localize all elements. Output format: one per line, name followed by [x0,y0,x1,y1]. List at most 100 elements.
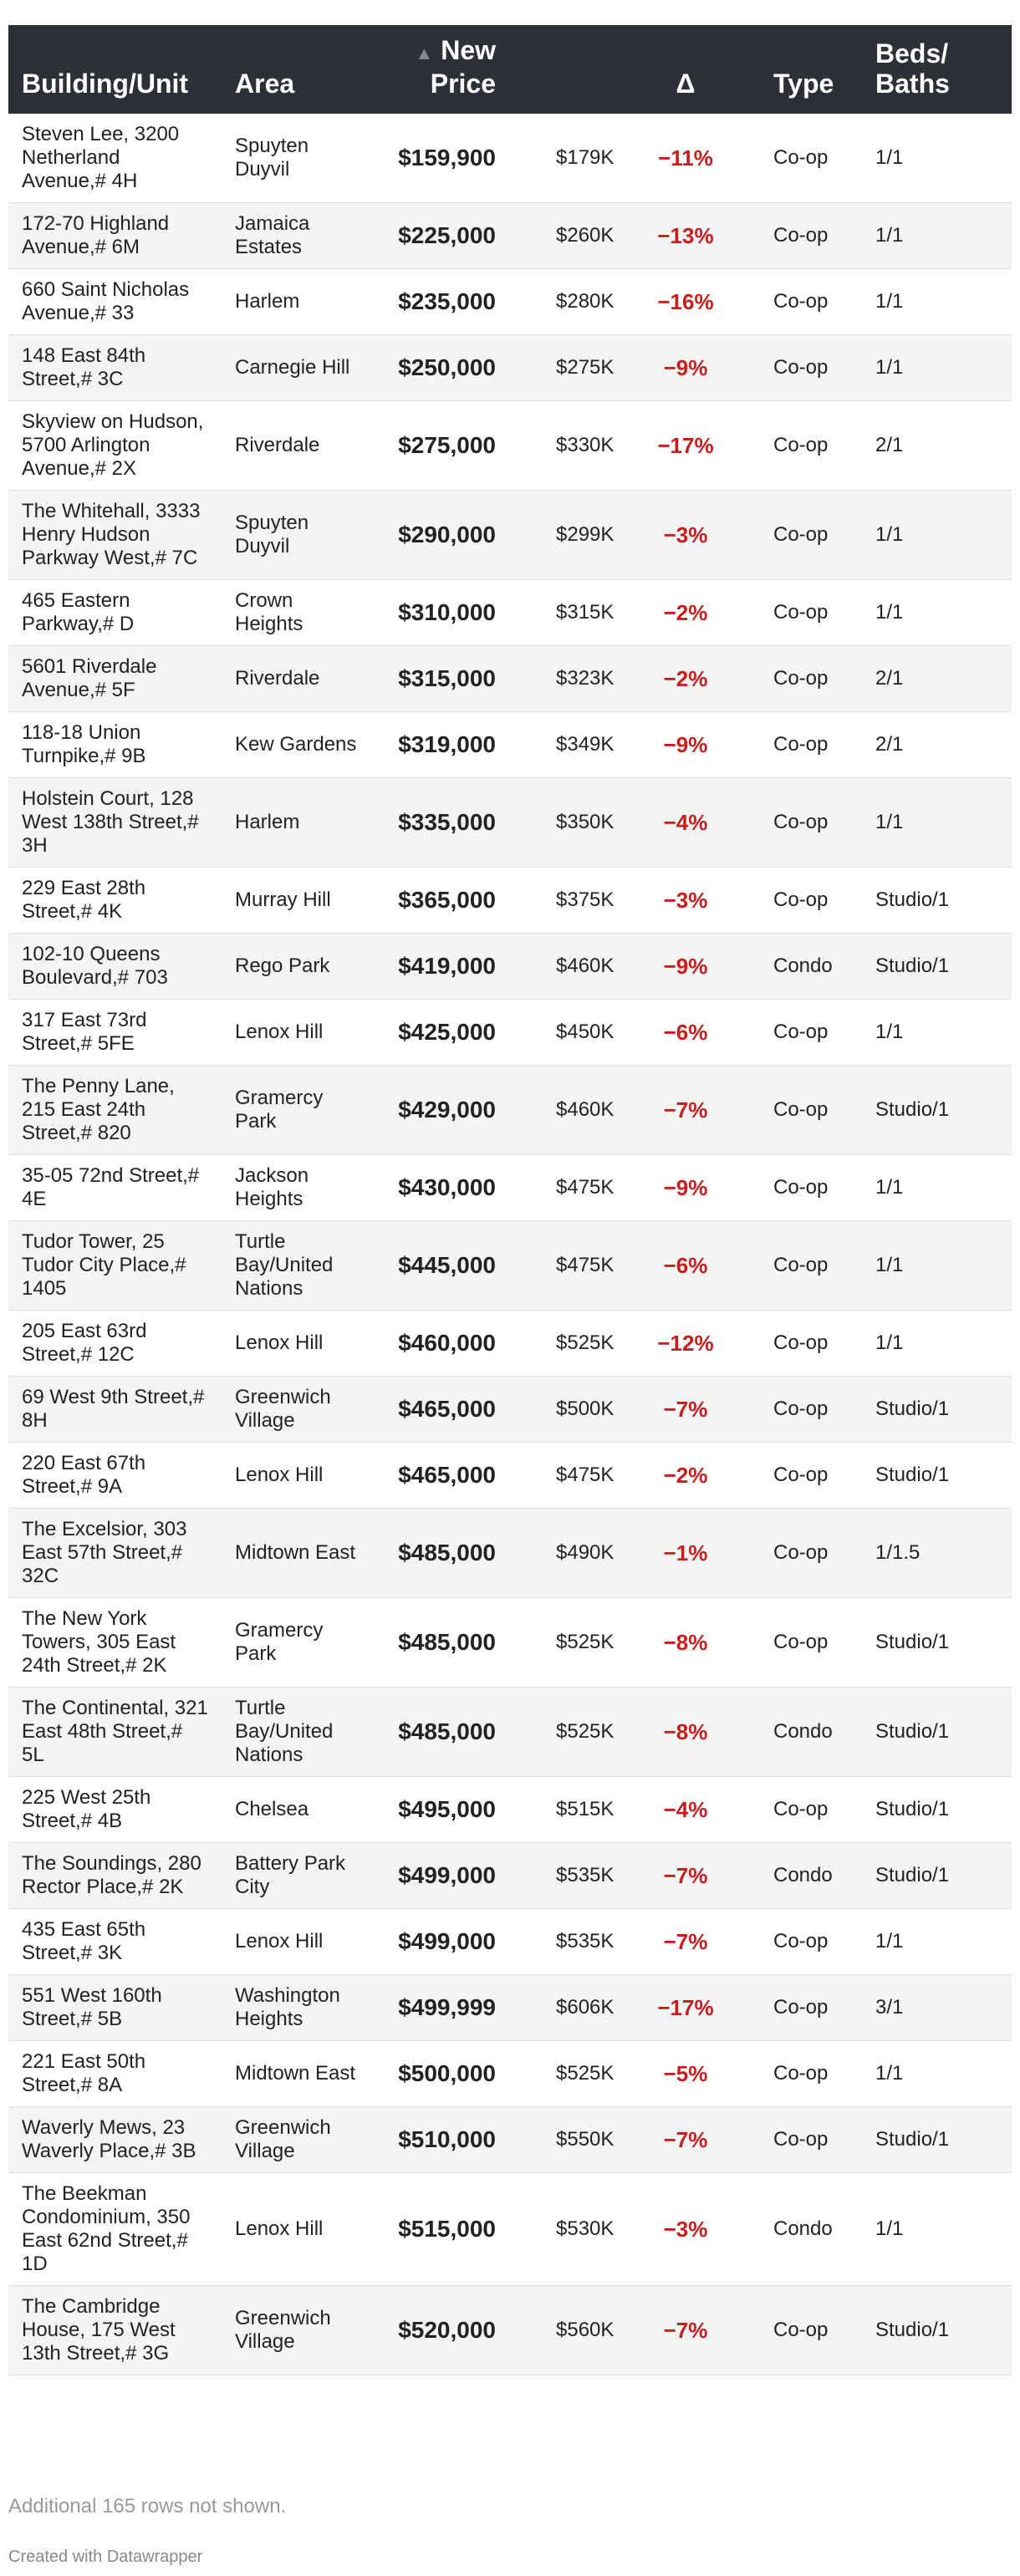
beds-baths: 1/1 [857,999,1012,1066]
column-header[interactable]: Type [732,25,857,114]
building-unit: Skyview on Hudson, 5700 Arlington Avenue… [8,400,222,491]
building-unit: 148 East 84th Street,# 3C [8,334,222,401]
new-price: $365,000 [380,867,506,934]
table-row: 225 West 25th Street,# 4B Chelsea $495,000… [8,1776,1012,1843]
building-unit: 317 East 73rd Street,# 5FE [8,999,222,1066]
price-change: −8% [640,1687,732,1777]
table-row: 465 Eastern Parkway,# D Crown Heights $310… [8,579,1012,646]
area: Battery Park City [222,1842,380,1909]
old-price: $450K [506,999,640,1066]
type: Co-op [732,400,857,491]
table-row: The Whitehall, 3333 Henry Hudson Parkway… [8,490,1012,580]
beds-baths: Studio/1 [857,1776,1012,1843]
building-unit: 118-18 Union Turnpike,# 9B [8,711,222,778]
new-price: $235,000 [380,268,506,335]
building-unit: 465 Eastern Parkway,# D [8,579,222,646]
new-price: $250,000 [380,334,506,401]
column-header[interactable]: Building/Unit [8,25,222,114]
area: Washington Heights [222,1974,380,2041]
area: Lenox Hill [222,1442,380,1509]
type: Co-op [732,1220,857,1311]
sort-indicator: ▲ [415,43,434,64]
price-change: −7% [640,1376,732,1443]
beds-baths: Studio/1 [857,1376,1012,1443]
area: Gramercy Park [222,1065,380,1155]
type: Co-op [732,1597,857,1688]
old-price: $275K [506,334,640,401]
table-row: The New York Towers, 305 East 24th Stree… [8,1597,1012,1688]
header-text: New Price [430,35,496,99]
column-header[interactable] [506,25,640,114]
area: Harlem [222,777,380,868]
type: Co-op [732,999,857,1066]
price-change: −6% [640,1220,732,1311]
type: Co-op [732,579,857,646]
new-price: $499,000 [380,1842,506,1909]
new-price: $465,000 [380,1442,506,1509]
beds-baths: 1/1 [857,268,1012,335]
beds-baths: Studio/1 [857,1597,1012,1688]
old-price: $315K [506,579,640,646]
beds-baths: 2/1 [857,645,1012,712]
type: Co-op [732,867,857,934]
type: Co-op [732,1154,857,1221]
area: Jackson Heights [222,1154,380,1221]
old-price: $280K [506,268,640,335]
type: Co-op [732,1776,857,1843]
type: Co-op [732,1065,857,1155]
old-price: $515K [506,1776,640,1843]
price-change: −8% [640,1597,732,1688]
old-price: $525K [506,1687,640,1777]
beds-baths: 1/1 [857,1220,1012,1311]
price-change: −3% [640,867,732,934]
type: Co-op [732,645,857,712]
area: Carnegie Hill [222,334,380,401]
column-header[interactable]: Beds/ Baths [857,25,1012,114]
new-price: $159,900 [380,114,506,203]
building-unit: 229 East 28th Street,# 4K [8,867,222,934]
new-price: $335,000 [380,777,506,868]
building-unit: Tudor Tower, 25 Tudor City Place,# 1405 [8,1220,222,1311]
price-change: −7% [640,1842,732,1909]
building-unit: 551 West 160th Street,# 5B [8,1974,222,2041]
table-row: 220 East 67th Street,# 9A Lenox Hill $465,… [8,1442,1012,1509]
old-price: $535K [506,1842,640,1909]
price-change: −13% [640,202,732,269]
area: Lenox Hill [222,999,380,1066]
new-price: $465,000 [380,1376,506,1443]
price-change: −2% [640,645,732,712]
beds-baths: Studio/1 [857,867,1012,934]
column-header[interactable]: ▲ New Price [380,25,506,114]
old-price: $490K [506,1508,640,1598]
area: Spuyten Duyvil [222,490,380,580]
area: Greenwich Village [222,1376,380,1443]
type: Co-op [732,1508,857,1598]
old-price: $299K [506,490,640,580]
table-wrap: Building/Unit Area ▲ New Price Δ Type Be… [8,25,1012,2375]
price-change: −16% [640,268,732,335]
new-price: $515,000 [380,2172,506,2286]
table-header: Building/Unit Area ▲ New Price Δ Type Be… [8,25,1012,114]
type: Condo [732,2172,857,2286]
type: Co-op [732,202,857,269]
area: Midtown East [222,1508,380,1598]
beds-baths: 1/1.5 [857,1508,1012,1598]
area: Jamaica Estates [222,202,380,269]
beds-baths: Studio/1 [857,1442,1012,1509]
building-unit: 660 Saint Nicholas Avenue,# 33 [8,268,222,335]
price-change: −17% [640,400,732,491]
table-row: 221 East 50th Street,# 8A Midtown East $50… [8,2040,1012,2107]
old-price: $460K [506,933,640,1000]
column-header[interactable]: Δ [640,25,732,114]
new-price: $275,000 [380,400,506,491]
old-price: $375K [506,867,640,934]
rows-note: Additional 165 rows not shown. [8,2495,287,2517]
type: Co-op [732,1310,857,1377]
type: Condo [732,933,857,1000]
old-price: $323K [506,645,640,712]
beds-baths: 3/1 [857,1974,1012,2041]
column-header[interactable]: Area [222,25,380,114]
price-change: −7% [640,2285,732,2375]
area: Spuyten Duyvil [222,114,380,203]
building-unit: Steven Lee, 3200 Netherland Avenue,# 4H [8,114,222,203]
